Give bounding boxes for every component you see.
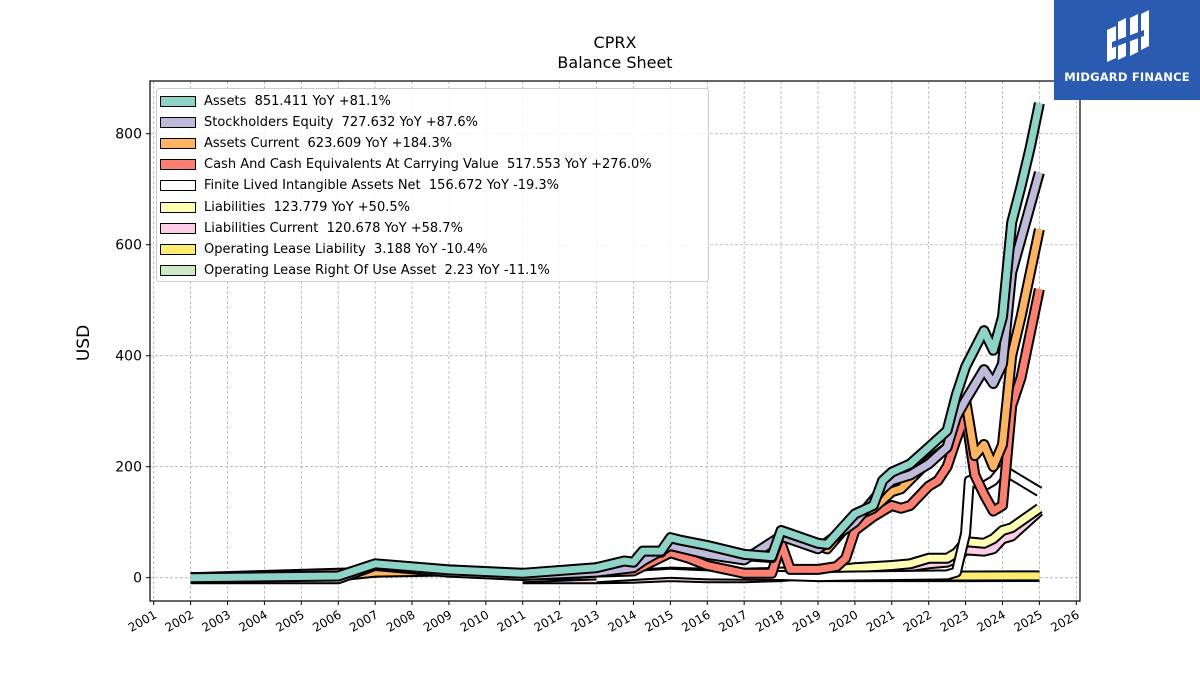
y-tick-label: 600 xyxy=(115,238,142,254)
x-tick-label: 2019 xyxy=(790,607,823,634)
plot-frame xyxy=(149,80,1081,602)
legend-swatch xyxy=(160,95,196,107)
series-line-cash-and-cash-equivalents-at-carrying-value xyxy=(190,288,1043,582)
x-tick-label: 2017 xyxy=(716,607,749,634)
legend-swatch xyxy=(160,243,196,255)
x-tick-label: 2001 xyxy=(126,607,159,634)
x-tick-label: 2002 xyxy=(163,607,196,634)
legend-item: Operating Lease Liability 3.188 YoY -10.… xyxy=(160,241,488,257)
legend-swatch xyxy=(160,116,196,128)
legend-swatch xyxy=(160,222,196,234)
x-tick-label: 2003 xyxy=(200,607,233,634)
x-tick-label: 2006 xyxy=(310,607,343,634)
y-tick-label: 0 xyxy=(133,571,142,587)
legend-item: Assets 851.411 YoY +81.1% xyxy=(160,93,391,109)
legend-label: Operating Lease Liability 3.188 YoY -10.… xyxy=(204,241,488,257)
chart-title: CPRX xyxy=(593,33,637,52)
x-tick-label: 2026 xyxy=(1048,607,1081,634)
legend-item: Liabilities Current 120.678 YoY +58.7% xyxy=(160,220,463,236)
x-tick-label: 2012 xyxy=(532,607,565,634)
x-tick-label: 2013 xyxy=(569,607,602,634)
x-tick-label: 2005 xyxy=(273,607,306,634)
legend-item: Stockholders Equity 727.632 YoY +87.6% xyxy=(160,114,478,130)
y-axis-label: USD xyxy=(74,324,94,362)
series-line-finite-lived-intangible-assets-net xyxy=(596,466,1042,582)
x-tick-label: 2016 xyxy=(679,607,712,634)
legend-label: Finite Lived Intangible Assets Net 156.6… xyxy=(204,178,560,194)
x-tick-label: 2009 xyxy=(421,607,454,634)
x-tick-label: 2008 xyxy=(384,607,417,634)
midgard-logo-icon xyxy=(1107,10,1149,62)
legend-swatch xyxy=(160,265,196,277)
y-tick-label: 400 xyxy=(115,349,142,365)
legend-swatch xyxy=(160,201,196,213)
legend-item: Finite Lived Intangible Assets Net 156.6… xyxy=(160,178,559,194)
x-tick-label: 2015 xyxy=(642,607,675,634)
x-tick-label: 2014 xyxy=(605,607,638,634)
x-tick-label: 2024 xyxy=(975,607,1008,634)
x-tick-label: 2023 xyxy=(938,607,971,634)
legend-label: Stockholders Equity 727.632 YoY +87.6% xyxy=(204,114,478,130)
series-outline-cash-and-cash-equivalents-at-carrying-value xyxy=(190,287,1045,584)
x-tick-label: 2007 xyxy=(347,607,380,634)
legend-label: Operating Lease Right Of Use Asset 2.23 … xyxy=(204,263,550,279)
x-tick-label: 2004 xyxy=(236,607,269,634)
series-line-assets xyxy=(190,102,1043,582)
x-tick-label: 2018 xyxy=(753,607,786,634)
logo-text: MIDGARD FINANCE xyxy=(1064,70,1190,84)
x-tick-label: 2020 xyxy=(827,607,860,634)
legend-label: Cash And Cash Equivalents At Carrying Va… xyxy=(204,157,652,173)
legend-label: Assets Current 623.609 YoY +184.3% xyxy=(204,135,453,151)
y-tick-label: 200 xyxy=(115,460,142,476)
legend-item: Cash And Cash Equivalents At Carrying Va… xyxy=(160,157,652,173)
legend-label: Liabilities 123.779 YoY +50.5% xyxy=(204,199,410,215)
series-lines xyxy=(190,102,1045,585)
brand-logo: MIDGARD FINANCE xyxy=(1054,0,1200,100)
x-tick-label: 2022 xyxy=(901,607,934,634)
chart-subtitle: Balance Sheet xyxy=(557,53,673,72)
legend: Assets 851.411 YoY +81.1% Stockholders Eq… xyxy=(156,88,709,282)
x-tick-label: 2025 xyxy=(1011,607,1044,634)
x-tick-label: 2010 xyxy=(458,607,491,634)
y-tick-label: 800 xyxy=(115,127,142,143)
legend-swatch xyxy=(160,180,196,192)
legend-swatch xyxy=(160,159,196,171)
x-tick-label: 2021 xyxy=(864,607,897,634)
axis-ticks: 2001 2002 2003 2004 2005 2006 2007 2008 2009 2010… xyxy=(115,127,1082,635)
legend-item: Liabilities 123.779 YoY +50.5% xyxy=(160,199,410,215)
x-tick-label: 2011 xyxy=(495,607,528,634)
legend-item: Operating Lease Right Of Use Asset 2.23 … xyxy=(160,263,550,279)
legend-label: Liabilities Current 120.678 YoY +58.7% xyxy=(204,220,463,236)
legend-item: Assets Current 623.609 YoY +184.3% xyxy=(160,135,452,151)
legend-label: Assets 851.411 YoY +81.1% xyxy=(204,93,391,109)
legend-swatch xyxy=(160,137,196,149)
